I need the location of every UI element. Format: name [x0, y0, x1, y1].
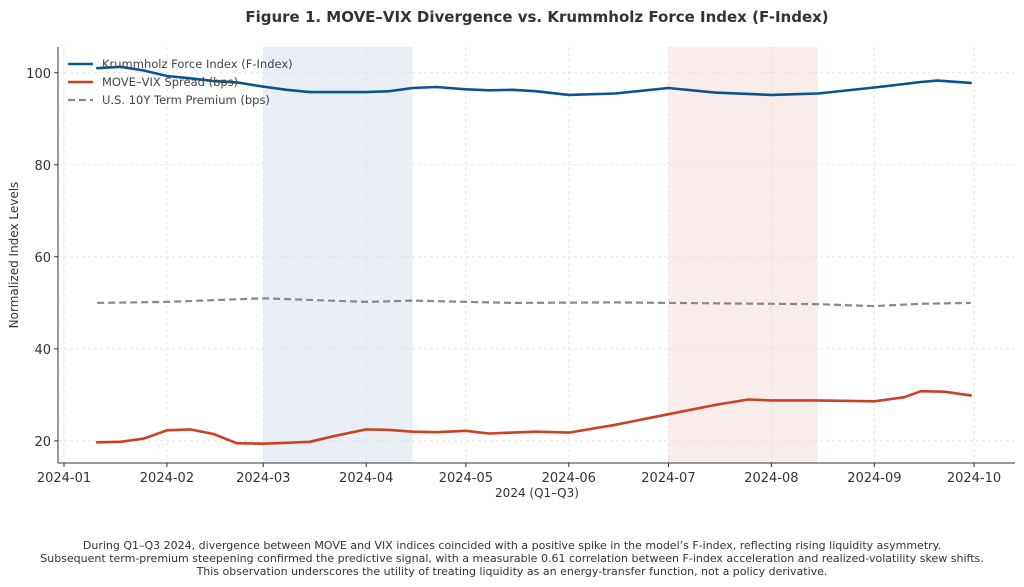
y-tick-label: 40 — [34, 343, 51, 358]
x-tick-label: 2024-08 — [744, 471, 798, 486]
caption: During Q1–Q3 2024, divergence between MO… — [40, 539, 984, 578]
shaded-region — [263, 47, 413, 463]
shaded-regions — [263, 47, 818, 463]
legend-label: MOVE–VIX Spread (bps) — [102, 75, 238, 89]
x-tick-label: 2024-06 — [542, 471, 596, 486]
x-tick-label: 2024-03 — [236, 471, 290, 486]
series-line — [95, 389, 973, 446]
x-axis-label: 2024 (Q1–Q3) — [495, 486, 579, 500]
x-tick-label: 2024-04 — [339, 471, 393, 486]
x-tick-label: 2024-01 — [37, 471, 91, 486]
x-tick-label: 2024-09 — [847, 471, 901, 486]
shaded-region — [668, 47, 818, 463]
x-tick-label: 2024-10 — [947, 471, 1001, 486]
caption-line: This observation underscores the utility… — [196, 565, 828, 578]
y-tick-label: 80 — [34, 159, 51, 174]
legend: Krummholz Force Index (F-Index) MOVE–VIX … — [68, 57, 293, 107]
series-line — [97, 297, 971, 308]
chart-title: Figure 1. MOVE–VIX Divergence vs. Krummh… — [245, 8, 828, 26]
legend-label: Krummholz Force Index (F-Index) — [102, 57, 293, 71]
caption-line: Subsequent term-premium steepening confi… — [40, 552, 984, 565]
y-tick-label: 100 — [26, 67, 51, 82]
axis-ticks: 2024-01 2024-02 2024-03 2024-04 2024-05 2024-… — [26, 67, 1001, 486]
x-tick-label: 2024-07 — [641, 471, 695, 486]
legend-label: U.S. 10Y Term Premium (bps) — [102, 93, 270, 107]
series-lines — [95, 65, 973, 446]
x-tick-label: 2024-02 — [140, 471, 194, 486]
y-axis-label: Normalized Index Levels — [7, 182, 21, 329]
y-tick-label: 20 — [34, 435, 51, 450]
x-tick-label: 2024-05 — [439, 471, 493, 486]
caption-line: During Q1–Q3 2024, divergence between MO… — [83, 539, 941, 552]
y-tick-label: 60 — [34, 251, 51, 266]
series-line — [95, 65, 973, 97]
